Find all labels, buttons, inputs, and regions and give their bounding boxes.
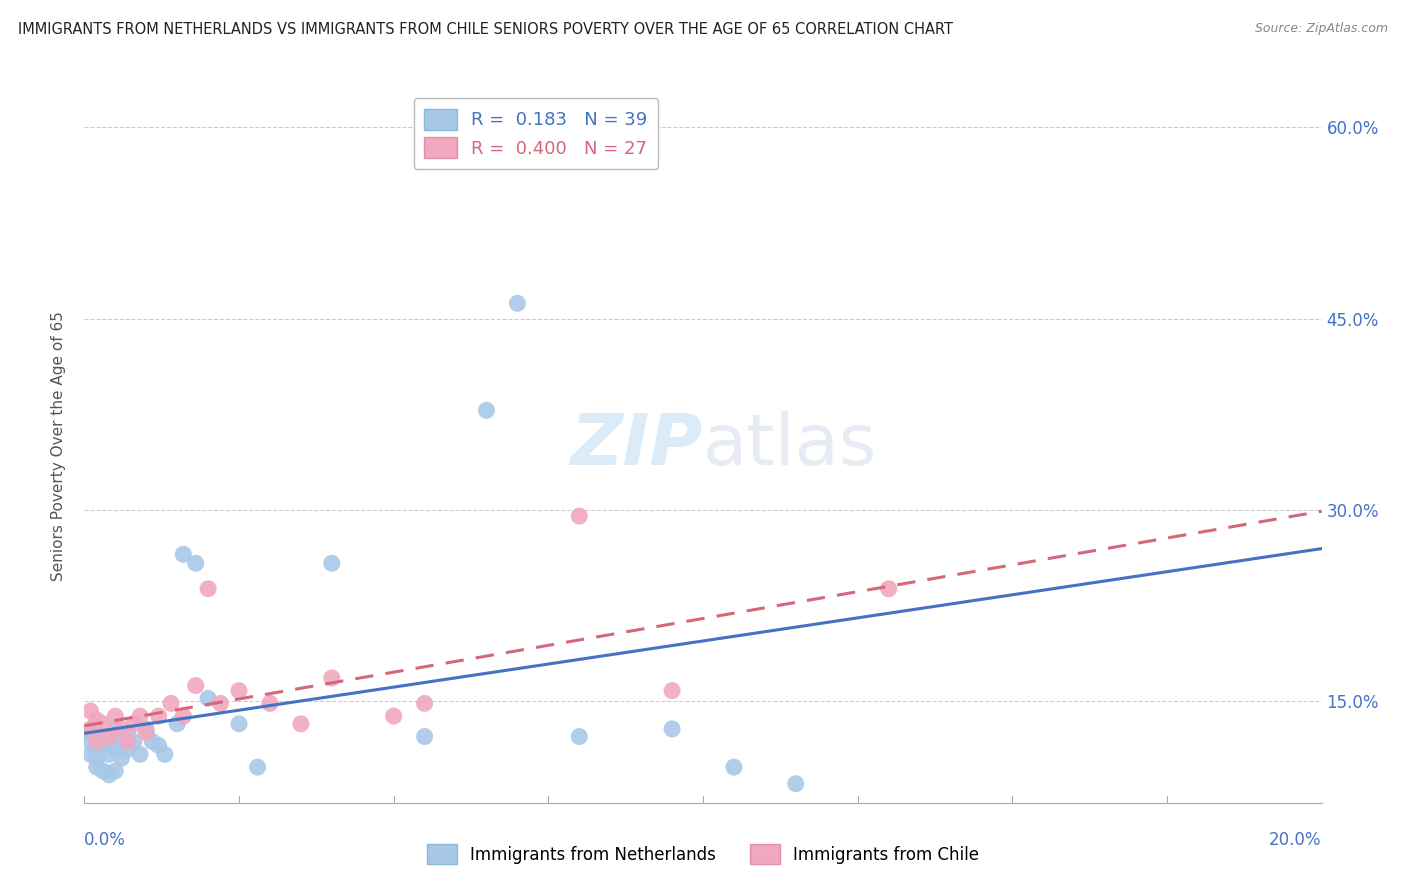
- Text: 20.0%: 20.0%: [1270, 830, 1322, 849]
- Point: [197, 582, 219, 596]
- Point: [568, 509, 591, 524]
- Point: [148, 709, 170, 723]
- Point: [129, 709, 152, 723]
- Point: [86, 760, 108, 774]
- Point: [86, 742, 108, 756]
- Point: [153, 747, 176, 762]
- Text: ZIP: ZIP: [571, 411, 703, 481]
- Point: [321, 556, 343, 570]
- Point: [110, 734, 132, 748]
- Point: [79, 734, 101, 748]
- Point: [259, 697, 281, 711]
- Point: [172, 547, 194, 561]
- Point: [723, 760, 745, 774]
- Point: [877, 582, 900, 596]
- Point: [785, 777, 807, 791]
- Point: [160, 697, 183, 711]
- Point: [209, 697, 232, 711]
- Point: [98, 734, 121, 748]
- Point: [135, 722, 157, 736]
- Point: [172, 709, 194, 723]
- Point: [197, 691, 219, 706]
- Point: [321, 671, 343, 685]
- Legend: R =  0.183   N = 39, R =  0.400   N = 27: R = 0.183 N = 39, R = 0.400 N = 27: [413, 98, 658, 169]
- Point: [110, 751, 132, 765]
- Point: [117, 734, 139, 748]
- Text: IMMIGRANTS FROM NETHERLANDS VS IMMIGRANTS FROM CHILE SENIORS POVERTY OVER THE AG: IMMIGRANTS FROM NETHERLANDS VS IMMIGRANT…: [18, 22, 953, 37]
- Point: [129, 747, 152, 762]
- Point: [104, 764, 127, 778]
- Point: [98, 768, 121, 782]
- Point: [228, 683, 250, 698]
- Point: [86, 713, 108, 727]
- Point: [86, 751, 108, 765]
- Point: [184, 679, 207, 693]
- Text: 0.0%: 0.0%: [84, 830, 127, 849]
- Point: [104, 742, 127, 756]
- Point: [79, 747, 101, 762]
- Point: [91, 764, 114, 778]
- Point: [104, 709, 127, 723]
- Point: [117, 742, 139, 756]
- Legend: Immigrants from Netherlands, Immigrants from Chile: Immigrants from Netherlands, Immigrants …: [420, 838, 986, 871]
- Point: [382, 709, 405, 723]
- Point: [568, 730, 591, 744]
- Point: [117, 725, 139, 739]
- Point: [79, 725, 101, 739]
- Point: [135, 725, 157, 739]
- Point: [91, 739, 114, 753]
- Point: [661, 722, 683, 736]
- Point: [506, 296, 529, 310]
- Text: Source: ZipAtlas.com: Source: ZipAtlas.com: [1254, 22, 1388, 36]
- Point: [246, 760, 269, 774]
- Point: [475, 403, 498, 417]
- Point: [661, 683, 683, 698]
- Point: [413, 697, 436, 711]
- Point: [91, 716, 114, 731]
- Text: atlas: atlas: [703, 411, 877, 481]
- Point: [91, 730, 114, 744]
- Point: [104, 722, 127, 736]
- Point: [228, 716, 250, 731]
- Point: [79, 722, 101, 736]
- Point: [98, 747, 121, 762]
- Point: [122, 734, 145, 748]
- Point: [413, 730, 436, 744]
- Point: [122, 716, 145, 731]
- Point: [166, 716, 188, 731]
- Y-axis label: Seniors Poverty Over the Age of 65: Seniors Poverty Over the Age of 65: [51, 311, 66, 581]
- Point: [98, 730, 121, 744]
- Point: [79, 704, 101, 718]
- Point: [110, 722, 132, 736]
- Point: [148, 739, 170, 753]
- Point: [184, 556, 207, 570]
- Point: [141, 734, 163, 748]
- Point: [290, 716, 312, 731]
- Point: [86, 734, 108, 748]
